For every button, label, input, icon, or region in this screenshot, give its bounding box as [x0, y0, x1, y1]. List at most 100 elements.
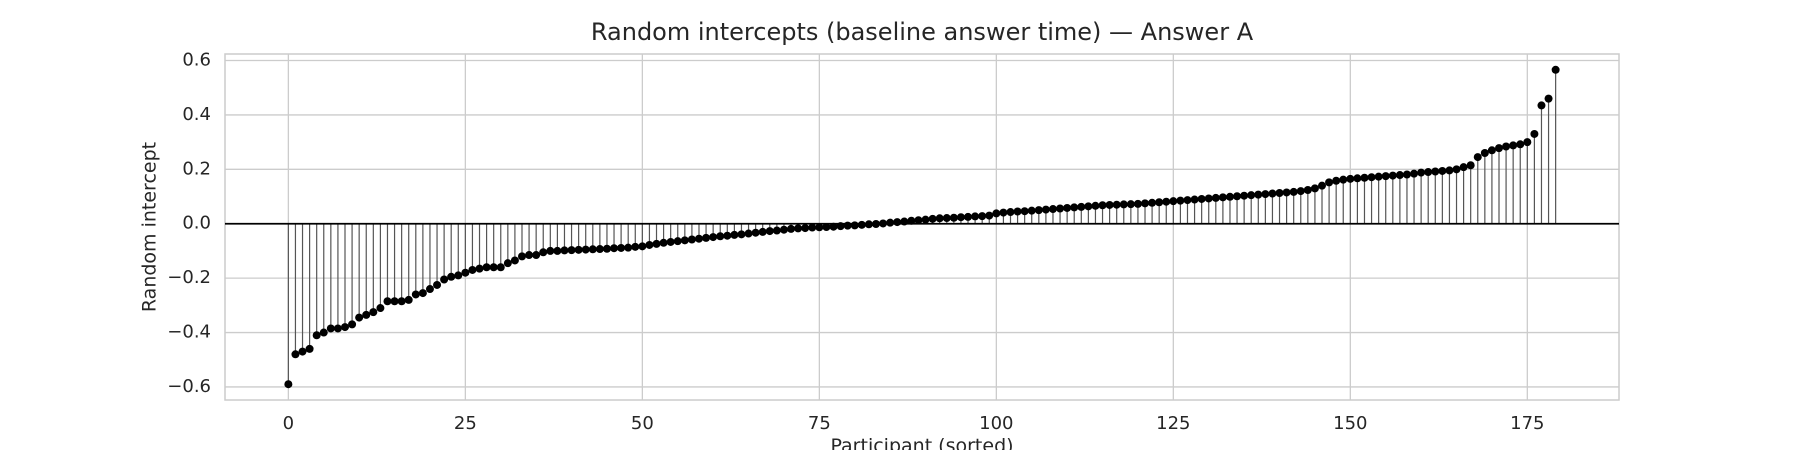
marker [1204, 194, 1213, 203]
marker [333, 324, 342, 333]
x-tick-label: 75 [808, 413, 831, 434]
marker [1487, 146, 1496, 155]
marker [546, 246, 555, 255]
marker [1523, 138, 1532, 147]
marker [567, 246, 576, 255]
marker [475, 264, 484, 273]
marker [1480, 149, 1489, 158]
y-tick-label: 0.2 [182, 158, 211, 179]
marker [1013, 207, 1022, 216]
marker [1034, 206, 1043, 215]
marker [1544, 94, 1553, 103]
marker [843, 221, 852, 230]
marker [1325, 178, 1334, 187]
marker [1197, 194, 1206, 203]
marker [687, 235, 696, 244]
marker [348, 320, 357, 329]
marker [921, 215, 930, 224]
marker [1445, 166, 1454, 175]
marker [517, 252, 526, 261]
marker [425, 285, 434, 294]
marker [992, 209, 1001, 218]
marker [702, 233, 711, 242]
marker [319, 328, 328, 337]
y-tick-label: 0.6 [182, 50, 211, 71]
marker [1162, 197, 1171, 206]
marker [638, 242, 647, 251]
marker [1077, 202, 1086, 211]
marker [1332, 176, 1341, 185]
marker [496, 263, 505, 272]
marker [1388, 171, 1397, 180]
marker [1537, 101, 1546, 110]
marker [305, 344, 314, 353]
marker [1141, 199, 1150, 208]
marker [850, 221, 859, 230]
marker [1211, 193, 1220, 202]
y-tick-label: 0.4 [182, 104, 211, 125]
marker [1438, 166, 1447, 175]
marker [1417, 168, 1426, 177]
marker [971, 212, 980, 221]
marker [857, 220, 866, 229]
marker [355, 313, 364, 322]
marker [341, 323, 350, 332]
marker [709, 233, 718, 242]
marker [1006, 208, 1015, 217]
marker [1353, 174, 1362, 183]
marker [1494, 144, 1503, 153]
marker [1303, 186, 1312, 195]
marker [595, 245, 604, 254]
marker [1402, 170, 1411, 179]
marker [1381, 172, 1390, 181]
chart-title: Random intercepts (baseline answer time)… [591, 18, 1254, 46]
marker [1048, 205, 1057, 214]
marker [730, 230, 739, 239]
marker [1509, 141, 1518, 150]
marker [659, 238, 668, 247]
marker [291, 350, 300, 359]
marker [794, 224, 803, 233]
marker [539, 248, 548, 257]
marker [1254, 190, 1263, 199]
marker [1190, 195, 1199, 204]
marker [454, 271, 463, 280]
marker [1225, 192, 1234, 201]
marker [829, 222, 838, 231]
marker [787, 224, 796, 233]
marker [808, 223, 817, 232]
marker [510, 256, 519, 265]
marker [1516, 140, 1525, 149]
marker [815, 223, 824, 232]
marker [871, 220, 880, 229]
marker [744, 229, 753, 238]
marker [999, 208, 1008, 217]
x-tick-label: 100 [979, 413, 1013, 434]
marker [468, 265, 477, 274]
marker [652, 239, 661, 248]
marker [801, 224, 810, 233]
x-axis-label: Participant (sorted) [830, 435, 1013, 450]
marker [1410, 169, 1419, 178]
marker [397, 297, 406, 306]
marker [525, 251, 534, 260]
marker [1360, 173, 1369, 182]
marker [1218, 193, 1227, 202]
marker [411, 290, 420, 299]
marker [723, 231, 732, 240]
marker [312, 331, 321, 340]
marker [560, 246, 569, 255]
marker [1268, 189, 1277, 198]
marker [694, 234, 703, 243]
marker [907, 216, 916, 225]
marker [1424, 168, 1433, 177]
marker [942, 214, 951, 223]
marker [822, 223, 831, 231]
marker [836, 222, 845, 231]
marker [610, 244, 619, 253]
marker [1169, 197, 1178, 206]
marker [758, 227, 767, 236]
marker [666, 237, 675, 246]
marker [1502, 142, 1511, 151]
marker [574, 245, 583, 254]
